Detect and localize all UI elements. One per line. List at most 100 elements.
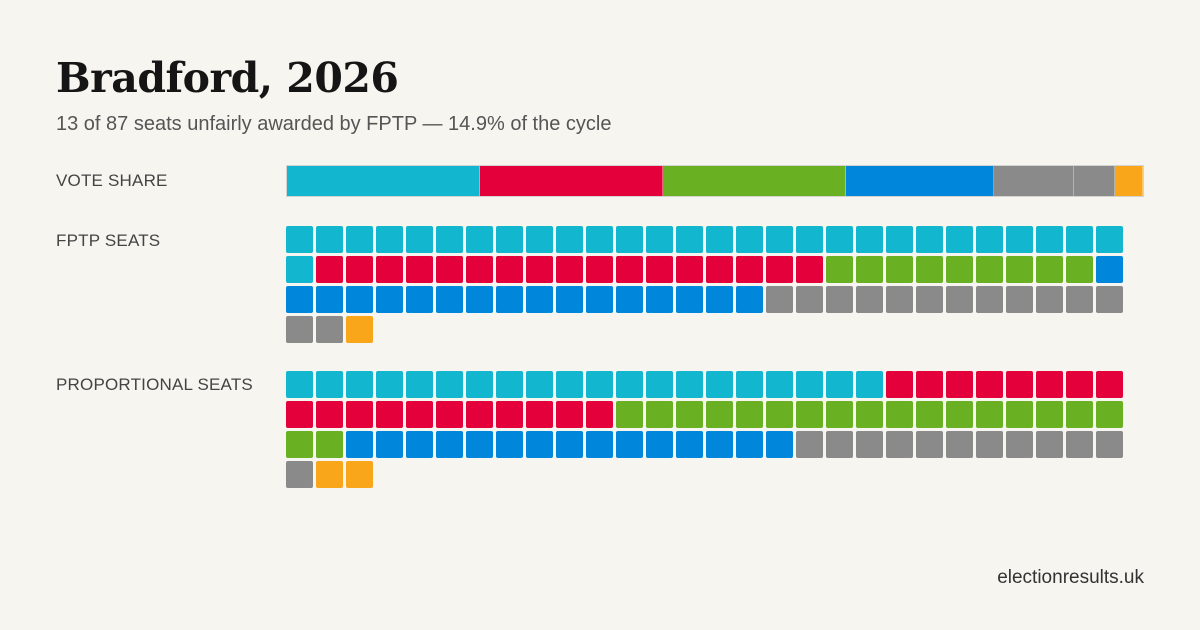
proportional-seat-cell (856, 431, 883, 458)
proportional-seat-cell (646, 371, 673, 398)
fptp-seat-cell (976, 286, 1003, 313)
proportional-seat-cell (796, 371, 823, 398)
fptp-seat-cell (376, 226, 403, 253)
proportional-seat-cell (496, 371, 523, 398)
proportional-seat-cell (346, 401, 373, 428)
proportional-seat-cell (526, 431, 553, 458)
proportional-seat-cell (316, 371, 343, 398)
proportional-seat-cell (946, 371, 973, 398)
proportional-seat-cell (1096, 371, 1123, 398)
fptp-seat-cell (676, 256, 703, 283)
fptp-seat-cell (316, 226, 343, 253)
fptp-seat-cell (1066, 286, 1093, 313)
proportional-seat-cell (766, 431, 793, 458)
fptp-seat-cell (976, 226, 1003, 253)
proportional-seat-cell (916, 401, 943, 428)
fptp-seat-cell (496, 286, 523, 313)
vote-share-segment (479, 166, 663, 196)
proportional-seat-cell (796, 431, 823, 458)
proportional-seat-cell (826, 371, 853, 398)
proportional-seat-cell (466, 371, 493, 398)
fptp-seat-cell (286, 286, 313, 313)
proportional-seat-cell (436, 371, 463, 398)
proportional-seat-cell (646, 431, 673, 458)
proportional-seat-cell (646, 401, 673, 428)
proportional-seat-cell (436, 401, 463, 428)
proportional-seat-cell (316, 401, 343, 428)
fptp-seat-cell (436, 256, 463, 283)
proportional-seat-cell (556, 431, 583, 458)
vote-share-segment (1114, 166, 1143, 196)
proportional-seat-cell (616, 401, 643, 428)
fptp-seat-cell (1096, 286, 1123, 313)
proportional-seat-cell (1006, 401, 1033, 428)
fptp-seat-cell (886, 286, 913, 313)
proportional-seat-cell (736, 431, 763, 458)
fptp-seat-cell (586, 226, 613, 253)
fptp-seat-cell (736, 286, 763, 313)
proportional-seat-cell (1036, 371, 1063, 398)
vote-share-bar (286, 165, 1144, 197)
vote-share-segment (662, 166, 846, 196)
fptp-seat-cell (286, 226, 313, 253)
proportional-seat-cell (826, 401, 853, 428)
fptp-seat-cell (1036, 286, 1063, 313)
proportional-seat-cell (316, 431, 343, 458)
proportional-seat-cell (796, 401, 823, 428)
fptp-seat-cell (976, 256, 1003, 283)
fptp-seat-cell (316, 286, 343, 313)
proportional-seat-cell (856, 401, 883, 428)
fptp-seat-cell (436, 286, 463, 313)
fptp-seat-cell (676, 226, 703, 253)
fptp-seat-cell (406, 286, 433, 313)
proportional-seat-cell (556, 401, 583, 428)
fptp-seat-cell (916, 226, 943, 253)
proportional-seat-cell (586, 401, 613, 428)
fptp-seat-cell (526, 286, 553, 313)
fptp-seat-cell (706, 226, 733, 253)
fptp-seat-cell (616, 226, 643, 253)
fptp-seat-cell (376, 256, 403, 283)
proportional-seat-cell (586, 431, 613, 458)
fptp-seat-cell (856, 286, 883, 313)
proportional-seats-label: PROPORTIONAL SEATS (56, 375, 253, 394)
proportional-seat-cell (376, 371, 403, 398)
vote-share-segment (287, 166, 480, 196)
fptp-seat-cell (406, 226, 433, 253)
proportional-seat-cell (1066, 371, 1093, 398)
proportional-seat-cell (886, 431, 913, 458)
fptp-seat-cell (496, 256, 523, 283)
fptp-seat-cell (676, 286, 703, 313)
proportional-seat-cell (676, 431, 703, 458)
fptp-seat-cell (766, 286, 793, 313)
fptp-seat-cell (736, 226, 763, 253)
vote-share-segment (845, 166, 995, 196)
proportional-seat-cell (526, 371, 553, 398)
fptp-seat-cell (706, 286, 733, 313)
fptp-seat-cell (1066, 256, 1093, 283)
fptp-seat-cell (466, 226, 493, 253)
fptp-seat-cell (946, 226, 973, 253)
proportional-seat-cell (346, 371, 373, 398)
site-credit: electionresults.uk (997, 567, 1144, 588)
fptp-seat-cell (916, 256, 943, 283)
proportional-seat-cell (556, 371, 583, 398)
fptp-seat-cell (886, 256, 913, 283)
fptp-seat-cell (886, 226, 913, 253)
proportional-seat-cell (436, 431, 463, 458)
proportional-seat-cell (706, 431, 733, 458)
fptp-seat-cell (346, 316, 373, 343)
proportional-seat-cell (286, 431, 313, 458)
fptp-seat-cell (526, 226, 553, 253)
proportional-seat-cell (1006, 431, 1033, 458)
vote-share-label: VOTE SHARE (56, 171, 168, 190)
proportional-seat-cell (976, 401, 1003, 428)
proportional-seat-cell (466, 431, 493, 458)
fptp-seat-cell (916, 286, 943, 313)
proportional-seat-cell (616, 431, 643, 458)
fptp-seat-cell (496, 226, 523, 253)
proportional-seat-cell (406, 431, 433, 458)
fptp-seat-cell (556, 256, 583, 283)
proportional-seat-cell (706, 371, 733, 398)
fptp-seats-label: FPTP SEATS (56, 231, 161, 250)
